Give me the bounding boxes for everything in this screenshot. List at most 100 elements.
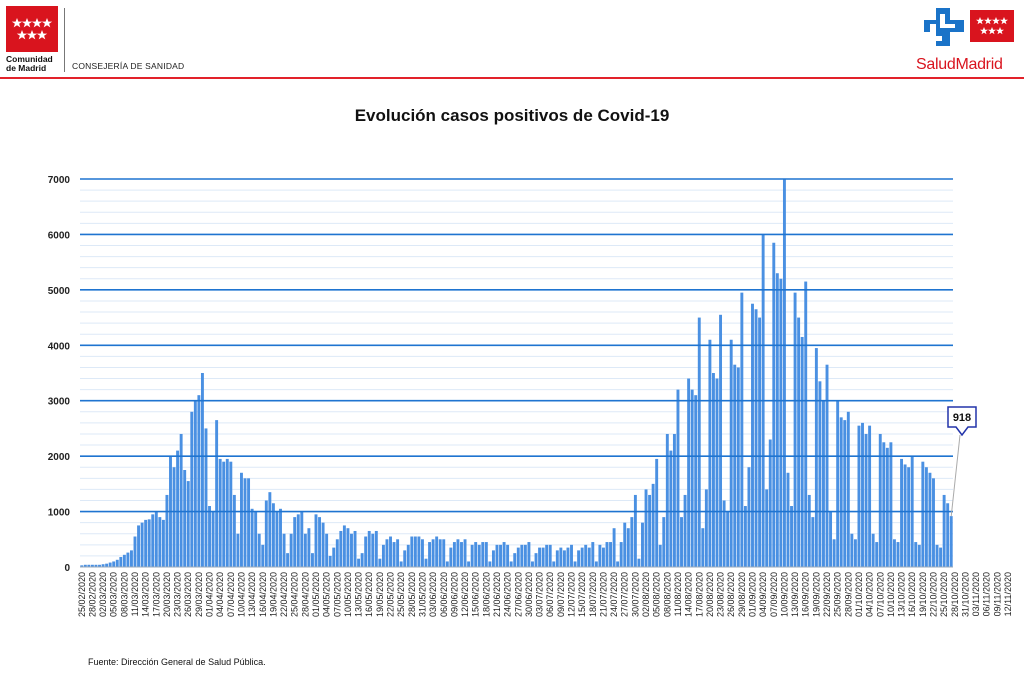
x-tick-label: 19/05/2020	[375, 572, 385, 617]
bar	[584, 544, 588, 567]
x-tick-label: 06/11/2020	[982, 572, 992, 616]
x-tick-label: 03/11/2020	[971, 572, 981, 616]
bar	[314, 514, 318, 567]
bar	[268, 492, 272, 567]
x-tick-label: 22/04/2020	[279, 572, 289, 617]
bar	[438, 539, 442, 567]
bar	[917, 544, 921, 567]
x-tick-label: 25/10/2020	[939, 572, 949, 617]
bar	[864, 433, 868, 567]
bar	[87, 564, 91, 567]
bar	[122, 554, 126, 567]
bar	[658, 544, 662, 567]
bar	[264, 500, 268, 567]
bar	[481, 542, 485, 567]
bar	[467, 561, 471, 567]
bar	[353, 530, 357, 567]
x-tick-label: 28/02/2020	[87, 572, 97, 617]
bar	[488, 561, 492, 567]
bar	[140, 522, 144, 567]
bar	[616, 561, 620, 567]
x-tick-label: 21/07/2020	[598, 572, 608, 617]
x-tick-label: 01/05/2020	[311, 572, 321, 617]
x-tick-label: 22/05/2020	[386, 572, 396, 617]
last-value-callout: 918	[947, 406, 977, 517]
bar	[591, 542, 595, 567]
x-tick-label: 13/05/2020	[354, 572, 364, 617]
bar	[130, 550, 133, 567]
bar	[310, 553, 314, 567]
x-tick-label: 29/08/2020	[737, 572, 747, 617]
bar	[360, 553, 364, 567]
bar	[421, 539, 424, 567]
bar	[307, 528, 311, 567]
y-tick-label: 3000	[48, 397, 71, 408]
bar	[332, 547, 336, 567]
org-name-line1: Comunidad	[6, 54, 53, 64]
bar	[321, 522, 325, 567]
x-tick-label: 28/04/2020	[300, 572, 310, 617]
x-tick-label: 27/07/2020	[620, 572, 630, 617]
x-tick-label: 25/05/2020	[396, 572, 406, 617]
chart-title: Evolución casos positivos de Covid-19	[354, 106, 670, 125]
bar	[740, 292, 744, 567]
x-tick-label: 15/07/2020	[577, 572, 587, 617]
org-name-line2: de Madrid	[6, 63, 47, 73]
header-rule	[0, 77, 1024, 79]
bar	[176, 450, 180, 567]
bar	[250, 508, 254, 567]
bar	[836, 400, 840, 567]
bar	[736, 367, 740, 567]
bar	[378, 558, 382, 567]
org-name: Comunidad de Madrid	[6, 55, 53, 73]
bar	[807, 494, 811, 567]
salud-madrid-logo: SaludMadrid	[914, 4, 1018, 74]
bar	[90, 564, 94, 567]
x-tick-label: 04/10/2020	[865, 572, 875, 617]
bar	[204, 428, 208, 567]
bars	[80, 179, 953, 567]
bar	[186, 481, 190, 567]
bar	[754, 309, 758, 567]
bar	[495, 544, 499, 567]
y-tick-label: 7000	[48, 175, 71, 186]
bar	[601, 547, 605, 567]
bar	[612, 528, 616, 567]
y-tick-label: 4000	[48, 341, 71, 352]
bar	[442, 539, 446, 567]
bar	[516, 547, 520, 567]
bar	[179, 433, 183, 567]
bar	[279, 508, 282, 567]
bar	[878, 433, 882, 567]
bar	[669, 450, 673, 567]
x-tick-label: 01/04/2020	[205, 572, 215, 617]
bar	[445, 561, 449, 567]
bar	[932, 478, 935, 567]
x-tick-label: 12/07/2020	[567, 572, 577, 617]
bar	[126, 552, 130, 567]
x-tick-label: 10/10/2020	[886, 572, 896, 617]
bar	[158, 517, 162, 567]
bar	[914, 542, 918, 567]
bar	[655, 458, 659, 567]
bar	[460, 542, 463, 567]
bar	[697, 317, 701, 567]
stars-icon	[976, 17, 1008, 35]
x-tick-label: 07/04/2020	[226, 572, 236, 617]
x-tick-label: 26/03/2020	[183, 572, 193, 617]
bar	[286, 553, 290, 567]
x-tick-label: 19/09/2020	[811, 572, 821, 617]
bar	[797, 317, 801, 567]
y-axis-labels: 0 1000 2000 3000 4000 5000 6000 7000	[48, 175, 71, 574]
bar	[726, 511, 730, 567]
bar	[871, 533, 875, 567]
bar	[882, 442, 886, 567]
comunidad-madrid-flag-logo	[6, 6, 58, 52]
x-tick-label: 16/10/2020	[907, 572, 917, 617]
x-tick-label: 22/09/2020	[822, 572, 832, 617]
bar	[463, 539, 467, 567]
x-tick-label: 28/09/2020	[843, 572, 853, 617]
bar	[197, 395, 201, 567]
bar	[389, 536, 392, 567]
callout-label: 918	[953, 412, 971, 424]
